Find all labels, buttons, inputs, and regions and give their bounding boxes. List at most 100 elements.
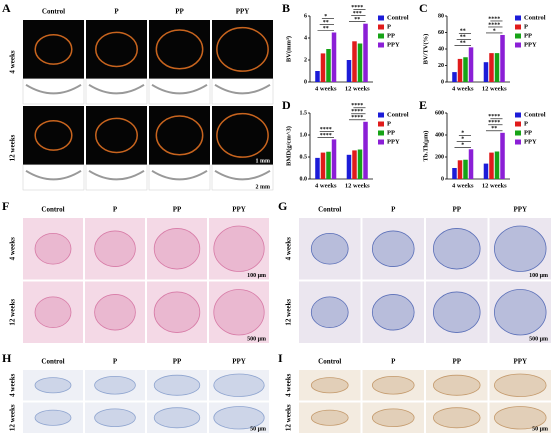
tissue <box>432 228 481 270</box>
y-tick-label: 0 <box>441 79 444 85</box>
micrograph <box>362 218 424 280</box>
column-label: PP <box>452 358 461 366</box>
row-label: 12 weeks <box>9 299 17 326</box>
column-label: PPY <box>232 358 246 366</box>
tissue <box>371 376 415 395</box>
bar <box>489 53 494 82</box>
x-tick-label: 12 weeks <box>482 85 507 92</box>
tissue <box>216 112 269 158</box>
column-label: Control <box>318 206 341 214</box>
section-strip <box>148 78 211 105</box>
panel-label: H <box>2 351 12 365</box>
significance-label: * <box>461 131 464 137</box>
tissue <box>310 232 349 265</box>
section-strip <box>211 164 274 191</box>
panel-label: E <box>419 98 427 112</box>
micrograph <box>362 402 424 433</box>
row-label: 4 weeks <box>9 50 17 73</box>
significance-label: ** <box>460 41 466 47</box>
legend-label: PP <box>387 32 395 39</box>
x-tick-label: 12 weeks <box>482 182 507 189</box>
row-label: 12 weeks <box>285 404 293 431</box>
x-tick-label: 4 weeks <box>315 85 337 92</box>
bone-section <box>25 169 82 181</box>
tissue <box>153 374 201 396</box>
significance-label: ** <box>323 20 329 26</box>
bar <box>326 151 331 179</box>
significance-label: ** <box>460 35 466 41</box>
bar <box>331 139 337 179</box>
legend-label: PP <box>387 129 395 136</box>
tissue <box>95 117 138 154</box>
legend-label: P <box>387 120 391 127</box>
column-label: PP <box>175 8 184 16</box>
column-label: Control <box>42 8 65 16</box>
y-tick-label: 20 <box>438 63 444 69</box>
y-tick-label: 400 <box>435 132 444 138</box>
row-label: 4 weeks <box>9 373 17 396</box>
bar <box>363 121 368 179</box>
tissue <box>213 373 265 397</box>
significance-label: **** <box>320 127 332 133</box>
bar <box>468 149 474 179</box>
row-label: 12 weeks <box>9 404 17 431</box>
bar <box>494 151 500 179</box>
y-axis-label: Tb.Th(μm) <box>422 131 429 162</box>
tissue <box>34 33 73 65</box>
tissue <box>216 26 269 72</box>
tissue <box>153 291 201 333</box>
scale-bar-label: 100 μm <box>247 273 266 279</box>
micrograph <box>23 402 83 433</box>
legend-swatch <box>378 130 384 136</box>
bar <box>320 152 326 179</box>
y-tick-label: 2 <box>304 57 307 63</box>
panel-label: B <box>282 1 290 15</box>
row-label: 4 weeks <box>9 237 17 260</box>
legend-swatch <box>515 130 521 136</box>
micrograph <box>299 218 361 280</box>
legend-label: P <box>387 23 391 30</box>
bone-section <box>88 169 145 181</box>
significance-label: * <box>493 28 496 34</box>
y-axis-label: BMD(g/cm^3) <box>285 126 292 166</box>
x-tick-label: 4 weeks <box>315 182 337 189</box>
significance-label: **** <box>488 120 500 126</box>
significance-label: ** <box>491 126 497 132</box>
bar <box>363 23 368 82</box>
bone-section <box>214 169 271 181</box>
tissue <box>155 29 204 70</box>
micrograph <box>362 370 424 401</box>
section-strip <box>211 78 274 105</box>
bar <box>483 163 489 179</box>
bar <box>315 71 320 82</box>
tissue <box>494 406 547 430</box>
scale-bar-label: 1 mm <box>256 158 271 164</box>
micrograph <box>489 218 551 280</box>
row-label: 4 weeks <box>285 373 293 396</box>
micrograph <box>489 281 551 343</box>
y-tick-label: 60 <box>438 30 444 36</box>
bar <box>494 53 500 82</box>
tissue <box>432 374 481 396</box>
y-tick-label: 1.0 <box>300 132 308 138</box>
micrograph <box>23 20 84 79</box>
significance-label: **** <box>488 16 500 22</box>
significance-label: **** <box>488 22 500 28</box>
row-label: 12 weeks <box>285 299 293 326</box>
tissue <box>371 294 415 331</box>
tissue <box>34 409 72 426</box>
tissue <box>213 289 265 336</box>
tissue <box>213 406 265 430</box>
bone-section <box>25 83 82 95</box>
bar <box>346 60 352 82</box>
legend-label: PP <box>524 129 532 136</box>
scale-bar-label: 500 μm <box>247 336 266 342</box>
tissue <box>213 225 265 272</box>
micrograph <box>489 370 551 401</box>
tissue <box>371 230 415 267</box>
legend-label: PPY <box>524 41 537 48</box>
tissue <box>432 407 481 429</box>
legend-swatch <box>378 24 384 30</box>
legend-label: PPY <box>387 138 400 145</box>
micrograph <box>299 402 361 433</box>
